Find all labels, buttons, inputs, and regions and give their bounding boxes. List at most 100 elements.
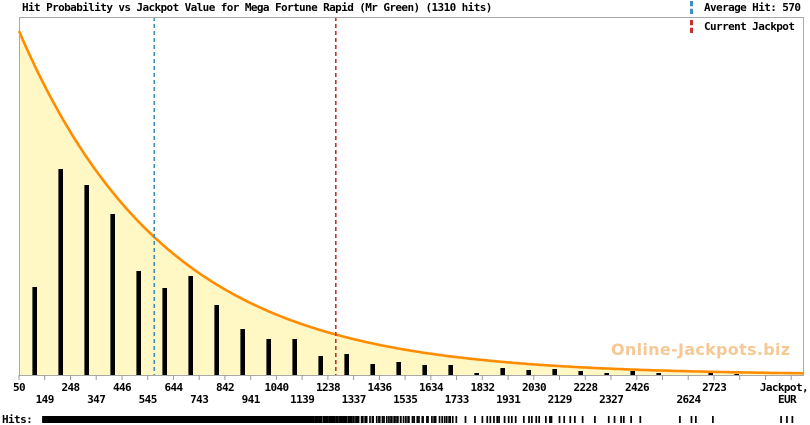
histogram-bar: [292, 339, 297, 375]
hits-rug-mark: [522, 416, 525, 423]
hits-rug-mark: [263, 416, 266, 423]
hits-rug-mark: [300, 416, 303, 423]
histogram-bar: [344, 354, 349, 375]
x-tick-label: 1436: [367, 381, 392, 394]
hits-rug-mark: [329, 416, 332, 423]
histogram-bar: [162, 288, 167, 375]
hits-rug-mark: [281, 416, 283, 423]
hits-rug-mark: [620, 416, 622, 423]
x-tick-label: 842: [215, 381, 235, 394]
hits-rug-mark: [361, 416, 364, 423]
hits-rug-mark: [320, 416, 323, 423]
hits-rug-mark: [503, 416, 506, 423]
hits-rug-mark: [528, 416, 530, 423]
histogram-bar: [32, 287, 37, 375]
hits-rug-mark: [381, 416, 384, 423]
hits-rug-mark: [311, 416, 314, 423]
hits-rug-mark: [395, 416, 397, 423]
histogram-bar: [630, 371, 635, 375]
x-tick-label: 50: [12, 381, 26, 394]
hits-rug-mark: [315, 416, 318, 423]
hits-rug-mark: [791, 416, 794, 423]
current-jackpot-dash-icon: [690, 20, 693, 33]
hits-rug-mark: [331, 416, 333, 423]
histogram-bar: [318, 356, 323, 375]
hits-rug-mark: [364, 416, 367, 423]
x-tick-label: 1337: [341, 393, 367, 406]
hits-rug-mark: [312, 416, 315, 423]
hits-rug-mark: [535, 416, 538, 423]
hits-rug-mark: [349, 416, 352, 423]
hits-rug-mark: [355, 416, 357, 423]
hits-rug-mark: [297, 416, 299, 423]
histogram-bar: [84, 185, 89, 375]
hits-rug-mark: [438, 416, 441, 423]
x-tick-label: 2129: [547, 393, 573, 406]
hits-rug-mark: [690, 416, 693, 423]
x-tick-label: 644: [164, 381, 183, 394]
watermark: Online-Jackpots.biz: [611, 340, 791, 359]
hits-rug-mark: [345, 416, 348, 423]
hits-rug-mark: [427, 416, 429, 423]
hits-rug-mark: [498, 416, 500, 423]
hits-rug-mark: [434, 416, 437, 423]
hits-rug-mark: [270, 416, 273, 423]
histogram-bar: [58, 169, 63, 375]
hits-rug-mark: [375, 416, 378, 423]
x-tick-label: 2723: [702, 381, 727, 394]
hits-rug-mark: [712, 416, 714, 423]
legend-current-jackpot: Current Jackpot: [690, 20, 802, 33]
hits-rug-mark: [340, 416, 343, 423]
hits-rug-mark: [289, 416, 291, 423]
hits-rug-mark: [630, 416, 632, 423]
x-tick-label: 446: [112, 381, 132, 394]
hits-rug-mark: [337, 416, 339, 423]
hits-rug-mark: [639, 416, 642, 423]
hits-rug-mark: [292, 416, 295, 423]
x-axis-labels-row1: 50 248 446 644 842 1040 1238 1436 1634 1832 2030 22…: [0, 381, 810, 394]
x-tick-label: 2228: [573, 381, 598, 394]
hits-rug-mark: [694, 416, 697, 423]
hits-rug-mark: [347, 416, 350, 423]
hits-rug-mark: [378, 416, 381, 423]
hits-rug-mark: [360, 416, 363, 423]
hits-rug-mark: [322, 416, 325, 423]
hits-rug-mark: [342, 416, 345, 423]
x-axis-unit-label-2: EUR: [778, 393, 797, 406]
hits-rug-mark: [426, 416, 428, 423]
hits-rug-mark: [304, 416, 306, 423]
hits-rug-mark: [353, 416, 355, 423]
histogram-bar: [474, 373, 479, 375]
hits-rug-mark: [558, 416, 561, 423]
hits-rug-mark: [514, 416, 517, 423]
hits-rug-mark: [391, 416, 393, 423]
x-tick-label: 2030: [521, 381, 547, 394]
hits-rug-mark: [339, 416, 341, 423]
histogram-bar: [734, 374, 739, 375]
hits-rug-mark: [449, 416, 451, 423]
legend-average-hit: Average Hit: 570: [690, 1, 802, 14]
hits-rug-mark: [416, 416, 419, 423]
x-tick-label: 1139: [290, 393, 315, 406]
hits-rug-mark: [335, 416, 337, 423]
histogram-bar: [500, 368, 505, 375]
hits-rug-mark: [310, 416, 312, 423]
hits-rug-mark: [780, 416, 782, 423]
x-axis-unit-label-1: Jackpot,: [759, 381, 809, 394]
histogram-bar: [448, 365, 453, 375]
hits-rug-mark: [286, 416, 289, 423]
hits-rug-mark: [538, 416, 541, 423]
histogram-bar: [136, 271, 141, 375]
hits-rug-mark: [316, 416, 319, 423]
hits-rug-mark: [422, 416, 424, 423]
hits-rug-mark: [261, 416, 263, 423]
hits-rug-mark: [418, 416, 420, 423]
hits-rug-mark: [365, 416, 368, 423]
hits-rug-mark: [342, 416, 344, 423]
hits-rug-mark: [332, 416, 335, 423]
histogram-bar: [708, 372, 713, 375]
hits-rug-mark: [397, 416, 399, 423]
hits-rug-mark: [344, 416, 347, 423]
hits-rug-mark: [333, 416, 336, 423]
hits-rug-mark: [402, 416, 405, 423]
